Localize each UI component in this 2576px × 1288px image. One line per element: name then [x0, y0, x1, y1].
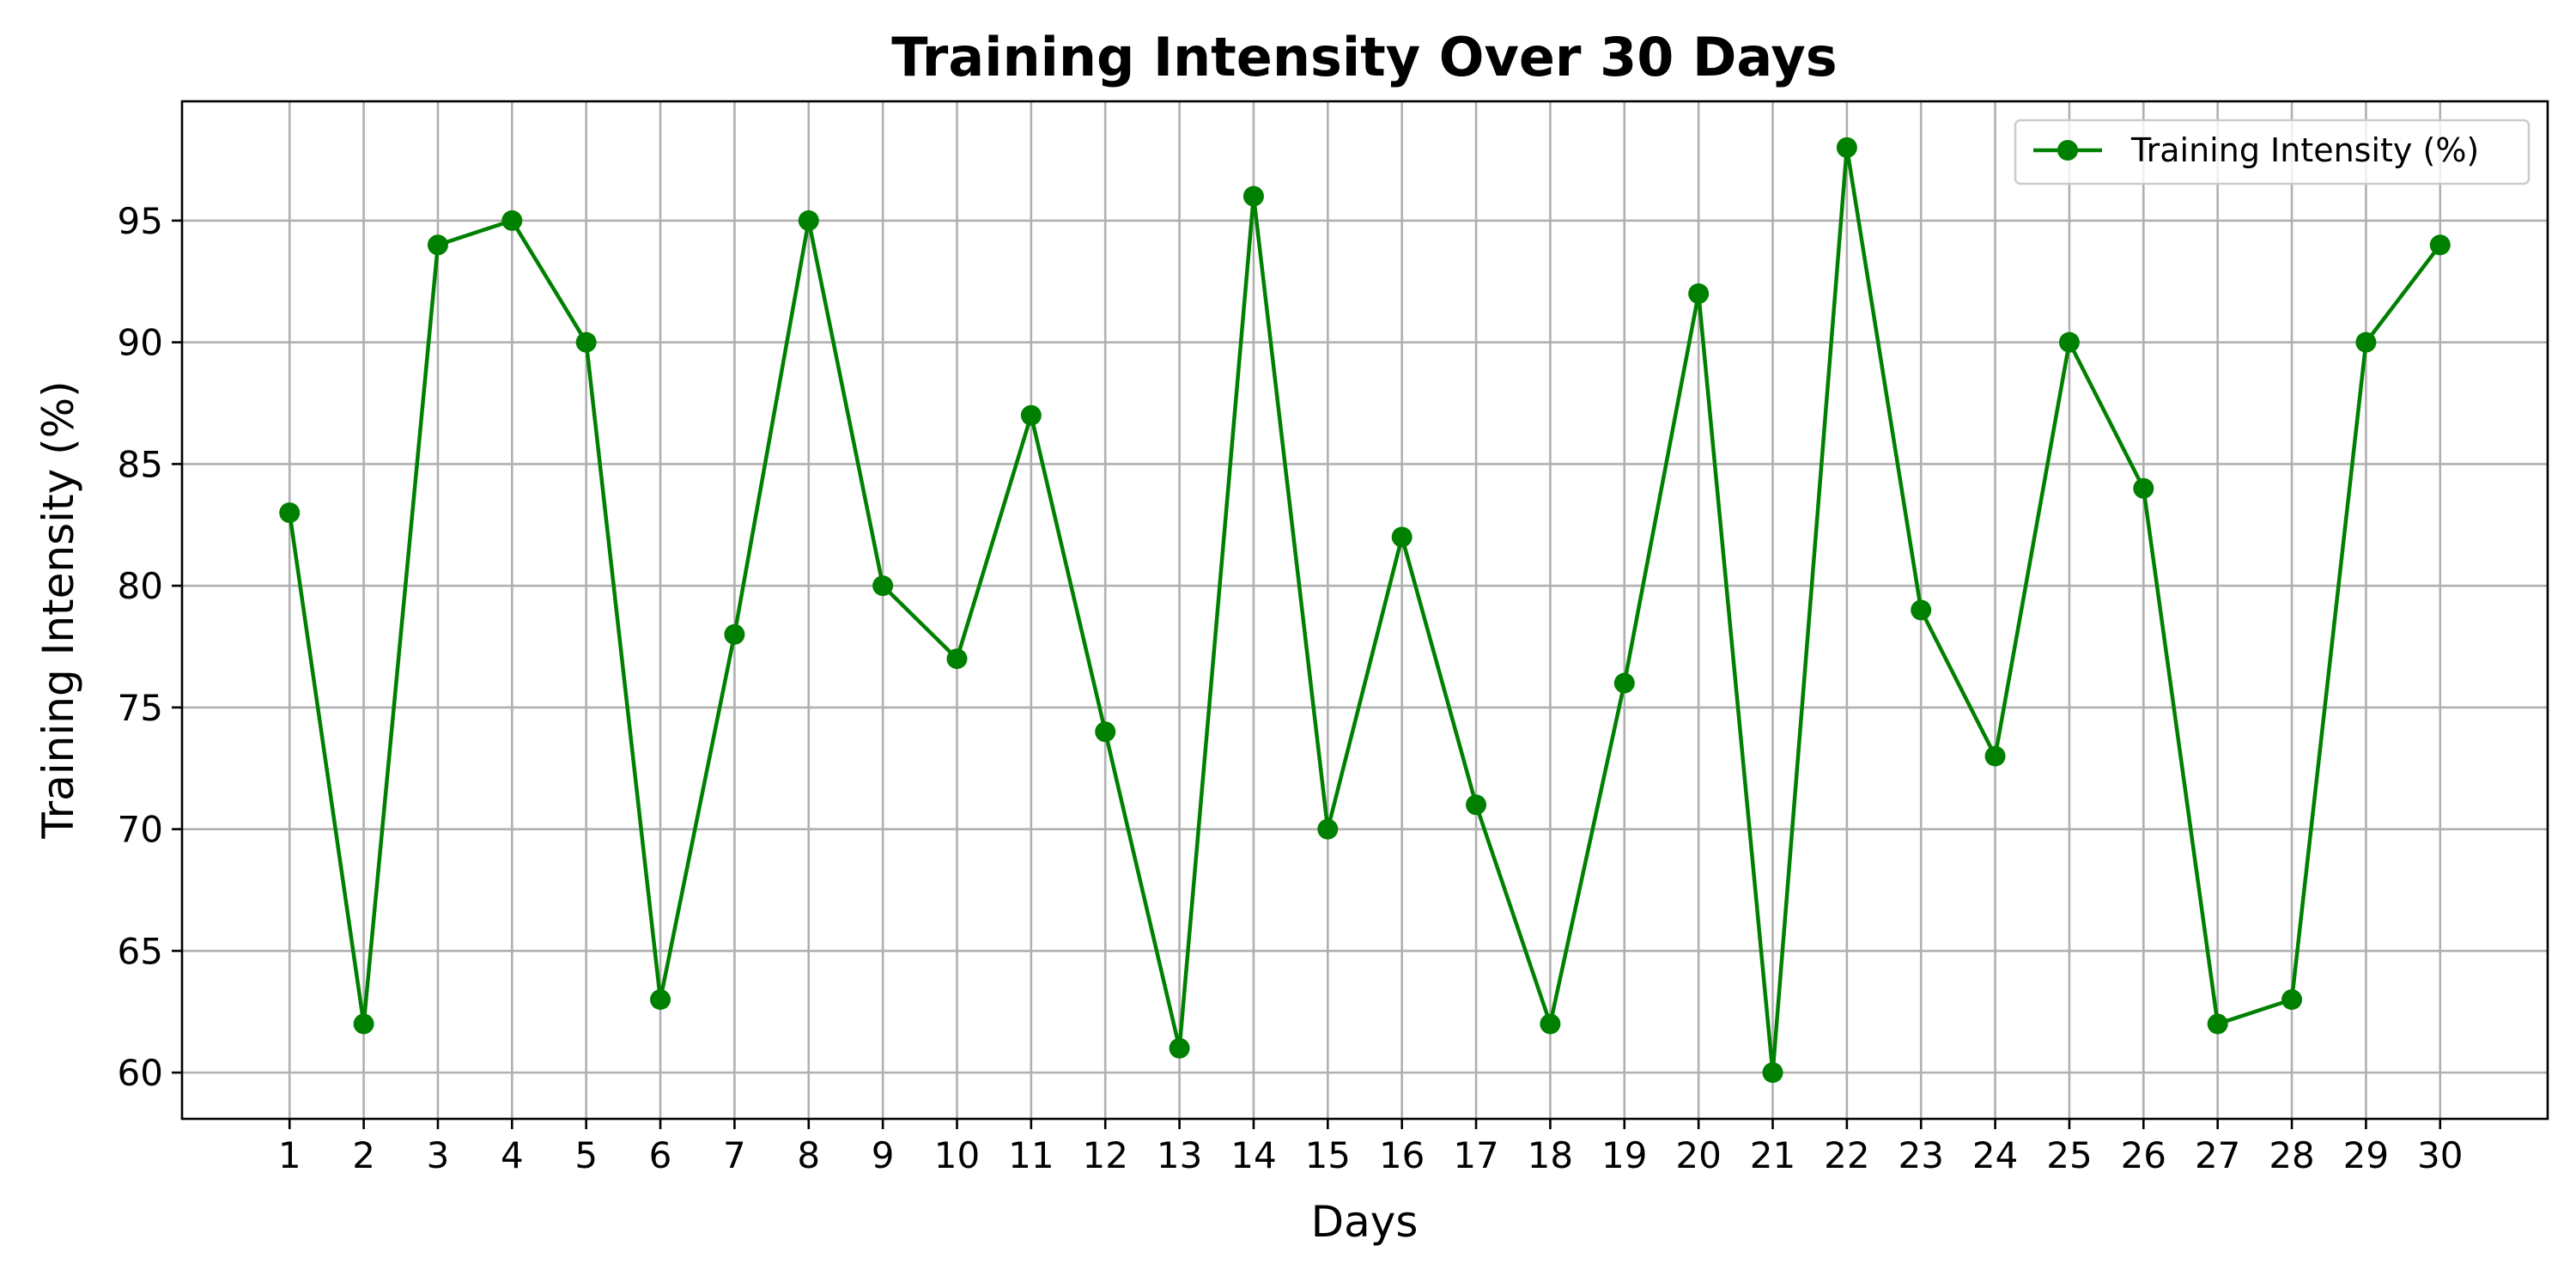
x-tick-label: 24 [1972, 1134, 2018, 1176]
data-point [1242, 185, 1264, 207]
x-tick-label: 22 [1824, 1134, 1869, 1176]
data-point [1020, 404, 1042, 426]
x-tick-label: 9 [872, 1134, 895, 1176]
x-tick-label: 1 [278, 1134, 301, 1176]
x-tick-label: 21 [1750, 1134, 1795, 1176]
x-tick-label: 17 [1453, 1134, 1498, 1176]
x-tick-label: 2 [352, 1134, 375, 1176]
grid [182, 101, 2548, 1119]
x-tick-label: 6 [649, 1134, 672, 1176]
x-tick-label: 8 [797, 1134, 820, 1176]
legend-marker-swatch [2057, 140, 2078, 161]
y-tick-label: 80 [118, 565, 163, 607]
data-point [1391, 526, 1413, 548]
data-point [1317, 818, 1339, 840]
x-tick-label: 18 [1528, 1134, 1573, 1176]
data-point [1095, 721, 1116, 743]
y-tick-label: 70 [118, 809, 163, 851]
data-point [1540, 1013, 1561, 1035]
data-point [501, 210, 523, 231]
y-tick-label: 95 [118, 200, 163, 242]
data-point [427, 234, 448, 256]
x-tick-label: 19 [1601, 1134, 1647, 1176]
data-point [1169, 1037, 1190, 1059]
chart-title: Training Intensity Over 30 Days [891, 26, 1837, 88]
data-point [1836, 137, 1857, 158]
x-tick-label: 15 [1305, 1134, 1351, 1176]
x-tick-label: 20 [1675, 1134, 1721, 1176]
data-point [872, 575, 894, 597]
data-point [946, 648, 968, 670]
data-point [1911, 599, 1932, 621]
data-point [2058, 331, 2080, 353]
x-tick-label: 30 [2417, 1134, 2463, 1176]
data-point [2281, 989, 2303, 1011]
data-point [1688, 283, 1710, 304]
y-tick-label: 85 [118, 443, 163, 485]
axis-ticks: 1 2 3 4 5 6 7 8 9 10 11 12 13 14 15 16 17 18 19 20 21 22 23 24 2… [118, 200, 2464, 1176]
x-tick-label: 26 [2121, 1134, 2166, 1176]
data-point [798, 210, 819, 231]
x-tick-label: 7 [723, 1134, 746, 1176]
data-point [1613, 672, 1635, 694]
y-tick-label: 60 [118, 1052, 163, 1094]
data-point [2133, 477, 2154, 499]
legend-box [2014, 118, 2530, 185]
legend: Training Intensity (%) [2014, 118, 2530, 185]
x-tick-label: 10 [934, 1134, 980, 1176]
x-tick-label: 5 [574, 1134, 598, 1176]
data-point [2429, 234, 2451, 256]
data-point [279, 502, 301, 524]
y-tick-label: 75 [118, 687, 163, 729]
data-point [2207, 1013, 2228, 1035]
x-tick-label: 13 [1157, 1134, 1202, 1176]
x-tick-label: 12 [1083, 1134, 1128, 1176]
x-tick-label: 23 [1899, 1134, 1944, 1176]
data-point [575, 331, 597, 353]
x-tick-label: 25 [2046, 1134, 2092, 1176]
data-point [1984, 745, 2006, 767]
x-tick-label: 14 [1230, 1134, 1276, 1176]
x-tick-label: 16 [1379, 1134, 1425, 1176]
data-point [2355, 331, 2377, 353]
data-point [1466, 794, 1487, 816]
x-tick-label: 3 [427, 1134, 450, 1176]
x-tick-label: 4 [501, 1134, 524, 1176]
series-layer [279, 137, 2451, 1084]
legend-label: Training Intensity (%) [2130, 131, 2479, 169]
y-tick-label: 90 [118, 322, 163, 364]
plot-area-frame [180, 100, 2549, 1121]
data-point [353, 1013, 374, 1035]
series-line [288, 145, 2442, 1075]
x-tick-label: 28 [2269, 1134, 2314, 1176]
data-point [724, 623, 745, 645]
y-axis-label: Training Intensity (%) [33, 380, 83, 839]
x-tick-label: 29 [2343, 1134, 2389, 1176]
data-point [650, 989, 671, 1011]
x-tick-label: 11 [1008, 1134, 1054, 1176]
x-tick-label: 27 [2195, 1134, 2240, 1176]
data-point [1762, 1062, 1783, 1084]
y-tick-label: 65 [118, 930, 163, 972]
x-axis-label: Days [1311, 1197, 1419, 1247]
